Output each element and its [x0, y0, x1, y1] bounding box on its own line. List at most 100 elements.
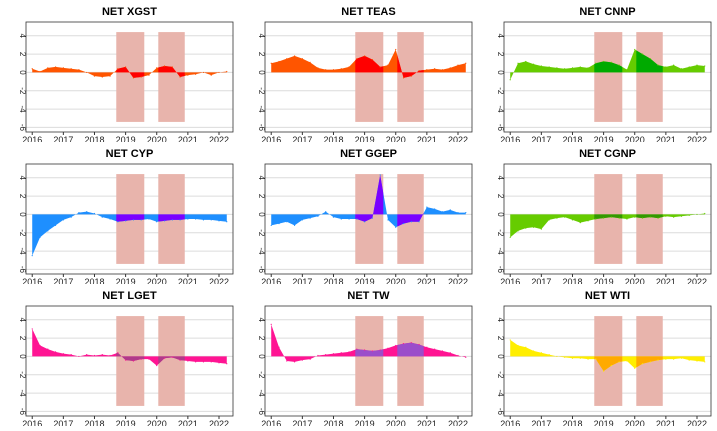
- series-area-shaded: [355, 324, 424, 362]
- y-tick-label: 4: [496, 176, 505, 181]
- data-point: [595, 358, 597, 360]
- data-point: [610, 61, 612, 63]
- data-point: [62, 353, 64, 355]
- y-tick-label: -4: [18, 390, 27, 398]
- y-tick-label: -4: [496, 390, 505, 398]
- panel-title: NET LGET: [102, 290, 157, 302]
- data-point: [517, 230, 519, 232]
- data-point: [532, 350, 535, 352]
- panel-svg: NET TW 4 2 0 -2 -4 -6 2016 2017 2018 2019 2020 2021 2…: [257, 290, 473, 429]
- data-point: [665, 66, 667, 68]
- data-point: [187, 74, 189, 76]
- x-tick-label: 2020: [625, 135, 645, 142]
- data-point: [54, 351, 57, 353]
- data-point: [148, 74, 150, 76]
- shaded-period: [594, 32, 623, 122]
- data-point: [117, 68, 119, 70]
- data-point: [410, 342, 412, 344]
- x-tick-label: 2021: [417, 277, 437, 284]
- y-tick-label: -2: [18, 229, 27, 237]
- data-point: [704, 212, 706, 215]
- panel-svg: NET CYP 4 2 0 -2 -4 -6 2016 2017 2018 2019 2020 2021…: [18, 148, 234, 287]
- plot-frame: [503, 305, 712, 417]
- data-point: [163, 357, 166, 359]
- panel-title: NET CYP: [106, 148, 154, 160]
- x-tick-label: 2022: [209, 419, 229, 426]
- x-tick-label: 2016: [261, 419, 281, 426]
- data-point: [673, 358, 675, 360]
- data-point: [278, 60, 280, 63]
- panel-title: NET WTI: [585, 290, 630, 302]
- data-point: [340, 68, 342, 70]
- panel-title: NET XGST: [102, 6, 157, 18]
- y-tick-label: -2: [18, 87, 27, 95]
- x-tick-label: 2019: [116, 419, 136, 426]
- y-tick-label: 0: [496, 354, 505, 359]
- data-point: [371, 350, 373, 352]
- data-point: [54, 66, 57, 68]
- data-point: [348, 66, 350, 68]
- data-point: [39, 70, 41, 73]
- data-point: [634, 367, 636, 369]
- data-point: [434, 208, 436, 210]
- series-area: [32, 211, 227, 256]
- data-point: [179, 76, 181, 78]
- plot-frame: [25, 163, 234, 275]
- data-point: [156, 364, 158, 367]
- data-point: [54, 224, 57, 227]
- panel-svg: NET CGNP 4 2 0 -2 -4 -6 2016 2017 2018 2019 2020 202…: [496, 148, 712, 287]
- data-point: [62, 67, 64, 69]
- x-tick-label: 2017: [292, 419, 312, 426]
- data-point: [587, 220, 589, 222]
- data-point: [163, 220, 166, 222]
- y-tick-label: -6: [496, 266, 505, 274]
- x-tick-label: 2019: [116, 135, 136, 142]
- data-point: [673, 216, 675, 218]
- data-point: [387, 219, 389, 221]
- data-point: [641, 53, 644, 55]
- x-tick-label: 2020: [386, 277, 406, 284]
- data-point: [132, 360, 134, 362]
- x-tick-label: 2020: [147, 419, 167, 426]
- data-point: [101, 76, 103, 78]
- data-point: [47, 348, 49, 350]
- data-point: [517, 344, 519, 347]
- panel-net-lget: NET LGET 4 2 0 -2 -4 -6 2016 2017 2018 2019 2020 202…: [0, 284, 239, 429]
- data-point: [402, 222, 405, 225]
- data-point: [78, 355, 80, 358]
- series-area-shaded: [594, 339, 663, 372]
- data-point: [603, 370, 605, 372]
- x-tick-label: 2017: [53, 135, 73, 142]
- data-point: [603, 60, 605, 63]
- data-point: [509, 236, 511, 238]
- data-point: [140, 76, 142, 78]
- series-area: [510, 213, 705, 238]
- data-point: [101, 216, 103, 218]
- data-point: [31, 255, 33, 257]
- data-point: [78, 211, 80, 214]
- data-point: [340, 218, 342, 220]
- y-tick-label: -4: [257, 106, 266, 114]
- data-point: [132, 77, 134, 79]
- data-point: [564, 216, 566, 218]
- data-point: [317, 354, 319, 357]
- x-tick-label: 2022: [448, 135, 468, 142]
- data-point: [86, 71, 88, 74]
- data-point: [202, 361, 205, 363]
- data-point: [696, 360, 698, 362]
- panel-title: NET CNNP: [579, 6, 635, 18]
- data-point: [317, 67, 319, 69]
- data-point: [278, 222, 280, 225]
- data-point: [309, 61, 311, 63]
- data-point: [603, 217, 605, 219]
- x-tick-label: 2022: [687, 277, 707, 284]
- panel-net-wti: NET WTI 4 2 0 -2 -4 -6 2016 2017 2018 2019 2020 2021…: [478, 284, 717, 429]
- shaded-period: [594, 174, 623, 264]
- data-point: [364, 221, 366, 223]
- data-point: [402, 342, 405, 345]
- x-tick-label: 2019: [355, 135, 375, 142]
- y-tick-label: 0: [18, 212, 27, 217]
- data-point: [657, 64, 659, 66]
- data-point: [301, 359, 303, 361]
